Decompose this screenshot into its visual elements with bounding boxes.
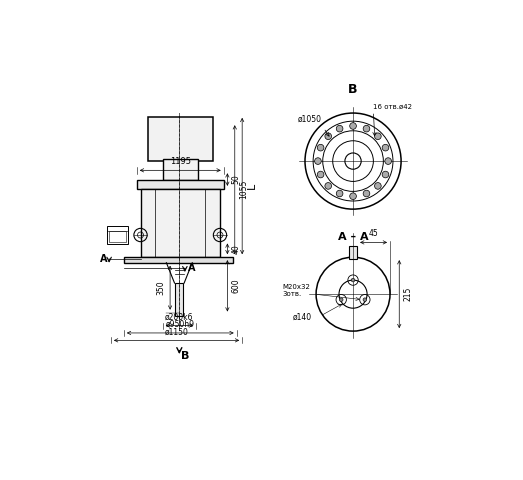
Text: B: B <box>348 84 358 96</box>
Text: ø950h9: ø950h9 <box>166 320 195 329</box>
Text: 1055: 1055 <box>239 180 248 199</box>
Text: ø200k6: ø200k6 <box>165 312 194 322</box>
Circle shape <box>382 144 389 151</box>
Text: ø1050: ø1050 <box>298 115 322 124</box>
Circle shape <box>317 171 324 178</box>
Text: L: L <box>247 183 257 189</box>
Bar <box>124 257 233 263</box>
Circle shape <box>374 182 381 189</box>
Text: M20x32
3отв.: M20x32 3отв. <box>282 284 311 297</box>
Text: 50: 50 <box>232 175 241 184</box>
Text: 215: 215 <box>403 287 412 301</box>
Circle shape <box>325 182 332 189</box>
Text: B: B <box>180 351 189 361</box>
Circle shape <box>350 193 356 200</box>
Text: A – A: A – A <box>338 232 368 242</box>
Text: 45: 45 <box>369 229 379 238</box>
Circle shape <box>325 133 332 140</box>
Bar <box>107 226 128 244</box>
Circle shape <box>351 278 355 282</box>
Circle shape <box>339 298 343 301</box>
Bar <box>349 246 357 259</box>
Circle shape <box>382 171 389 178</box>
Circle shape <box>363 298 367 301</box>
Bar <box>109 230 126 242</box>
Circle shape <box>385 158 392 165</box>
Text: 1195: 1195 <box>170 157 191 166</box>
Bar <box>141 189 220 257</box>
Text: 350: 350 <box>157 280 166 295</box>
Text: ø140: ø140 <box>293 313 312 322</box>
Bar <box>137 180 224 189</box>
Text: A: A <box>100 254 107 264</box>
Circle shape <box>336 125 343 132</box>
Text: 40: 40 <box>232 244 241 254</box>
Bar <box>148 117 212 161</box>
Circle shape <box>336 190 343 197</box>
Bar <box>163 159 198 180</box>
Circle shape <box>363 190 370 197</box>
Circle shape <box>374 133 381 140</box>
Text: A: A <box>188 263 195 273</box>
Circle shape <box>317 144 324 151</box>
Text: 600: 600 <box>232 278 241 293</box>
Text: ø1150: ø1150 <box>165 327 188 336</box>
Circle shape <box>350 123 356 129</box>
Text: 16 отв.ø42: 16 отв.ø42 <box>373 103 412 109</box>
Circle shape <box>315 158 321 165</box>
Bar <box>175 283 184 316</box>
Circle shape <box>363 125 370 132</box>
